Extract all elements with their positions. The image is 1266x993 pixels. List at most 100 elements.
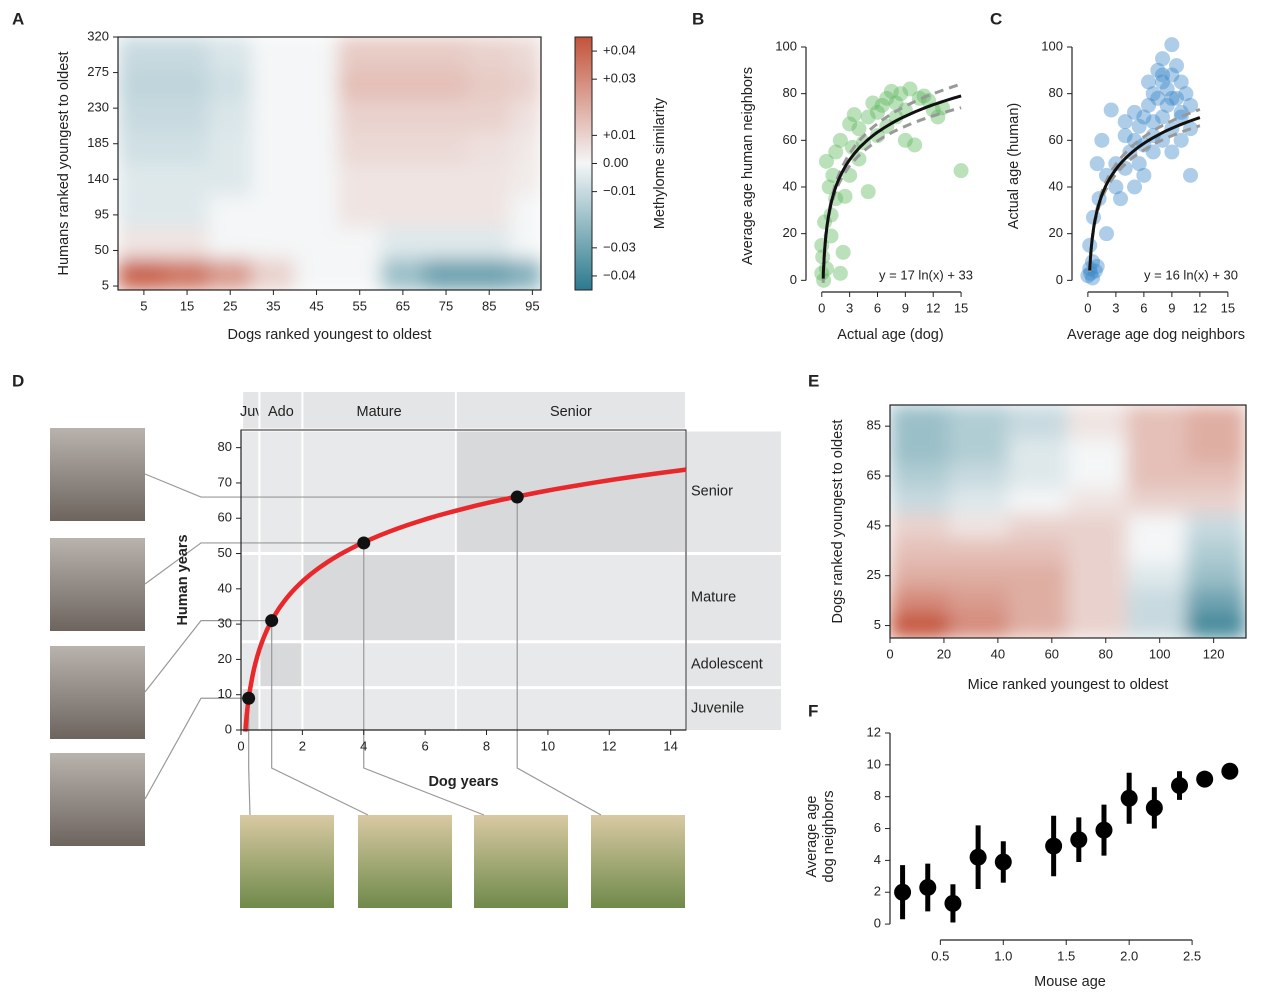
- scatter-point: [1127, 179, 1143, 195]
- heatmap-cell: [948, 487, 1010, 514]
- y-tick-label: 40: [783, 178, 797, 193]
- scatter-point: [832, 265, 848, 281]
- fit-line: [1088, 116, 1201, 271]
- stage-human-band: [686, 641, 781, 688]
- stage-short-label: Juv: [240, 404, 263, 420]
- y-tick-label: 80: [1049, 85, 1063, 100]
- heatmap-cell: [510, 99, 541, 133]
- scatter-point: [879, 90, 895, 106]
- heatmap-cell: [294, 226, 339, 259]
- heatmap-cell: [251, 37, 296, 70]
- x-tick-label: 80: [1099, 646, 1113, 661]
- colorbar-tick-label: +0.03: [603, 71, 636, 86]
- heatmap-cell: [467, 194, 512, 228]
- x-tick-label: 55: [352, 298, 366, 313]
- x-tick-label: 0: [886, 646, 893, 661]
- scatter-point: [851, 121, 867, 137]
- heatmap-cell: [890, 405, 950, 440]
- x-tick-label: 5: [140, 298, 147, 313]
- heatmap-cell: [380, 37, 425, 70]
- scatter-point: [874, 97, 890, 113]
- heatmap: [118, 37, 541, 290]
- colorbar-tick-label: +0.04: [603, 42, 636, 57]
- x-axis-label: Dogs ranked youngest to oldest: [228, 327, 432, 343]
- scatter-point: [1145, 86, 1161, 102]
- stage-label: Mature: [691, 589, 736, 605]
- y-tick-label: 5: [102, 277, 109, 292]
- stage-short-label: Mature: [357, 404, 402, 420]
- heatmap-cell: [294, 163, 339, 196]
- heatmap-cell: [118, 37, 166, 70]
- colorbar-tick-label: +0.01: [603, 127, 636, 142]
- heatmap-cell: [890, 562, 950, 589]
- panel-letter: F: [808, 701, 818, 720]
- heatmap-cell: [251, 99, 296, 133]
- heatmap-cell: [1126, 438, 1188, 465]
- heatmap-cell: [948, 438, 1010, 465]
- scatter-point: [1150, 62, 1166, 78]
- scatter-point: [1089, 156, 1105, 172]
- scatter-point: [1127, 132, 1143, 148]
- scatter-point: [1127, 104, 1143, 120]
- scatter-point: [1155, 67, 1171, 83]
- y-tick-label: 10: [218, 686, 232, 701]
- y-tick-label: 230: [87, 100, 109, 115]
- scatter-point: [860, 184, 876, 200]
- x-tick-label: 15: [180, 298, 194, 313]
- heatmap-cell: [890, 438, 950, 465]
- scatter-point: [1155, 109, 1171, 125]
- scatter-point: [825, 167, 841, 183]
- point: [1120, 789, 1138, 807]
- scatter-point: [1080, 268, 1096, 284]
- scatter-point: [1173, 132, 1189, 148]
- scatter-point: [1117, 114, 1133, 130]
- heatmap-cell: [510, 37, 541, 70]
- photo: [50, 538, 145, 631]
- x-tick-label: 12: [602, 738, 616, 753]
- x-tick-label: 25: [223, 298, 237, 313]
- age-point: [357, 536, 371, 550]
- panel-letter: B: [692, 9, 704, 28]
- scatter-point: [1159, 97, 1175, 113]
- y-tick-label: 20: [218, 651, 232, 666]
- scatter-point: [846, 107, 862, 123]
- heatmap-cell: [1067, 587, 1128, 614]
- heatmap-cell: [118, 99, 166, 133]
- stage-box: [259, 641, 303, 688]
- scatter-point: [842, 116, 858, 132]
- x-tick-label: 2: [299, 738, 306, 753]
- scatter-point: [1164, 144, 1180, 160]
- x-tick-label: 85: [482, 298, 496, 313]
- scatter-point: [818, 261, 834, 277]
- scatter-point: [1173, 109, 1189, 125]
- x-tick-label: 45: [309, 298, 323, 313]
- x-tick-label: 9: [1168, 300, 1175, 315]
- y-tick-label: 12: [867, 724, 881, 739]
- heatmap-cell: [118, 68, 166, 101]
- connector: [363, 542, 485, 816]
- x-tick-label: 12: [926, 300, 940, 315]
- heatmap-cell: [948, 512, 1010, 539]
- point: [1145, 799, 1163, 817]
- heatmap-cell: [423, 226, 469, 259]
- colorbar-tick-label: −0.04: [603, 267, 636, 282]
- x-tick-label: 0: [237, 738, 244, 753]
- y-tick-label: 40: [218, 580, 232, 595]
- x-tick-label: 9: [902, 300, 909, 315]
- scatter-point: [837, 188, 853, 204]
- scatter-point: [818, 153, 834, 169]
- heatmap-cell: [948, 612, 1010, 638]
- y-tick-label: 4: [874, 852, 881, 867]
- heatmap-cell: [510, 131, 541, 164]
- scatter-point: [832, 132, 848, 148]
- heatmap-cell: [1008, 537, 1069, 564]
- point: [1171, 777, 1189, 795]
- scatter-point: [893, 86, 909, 102]
- photo: [240, 815, 334, 908]
- heatmap-cell: [890, 587, 950, 614]
- heatmap-cell: [423, 37, 469, 70]
- y-tick-label: 60: [218, 510, 232, 525]
- scatter-point: [1155, 74, 1171, 90]
- scatter-point: [1083, 265, 1099, 281]
- y-tick-label: 320: [87, 28, 109, 43]
